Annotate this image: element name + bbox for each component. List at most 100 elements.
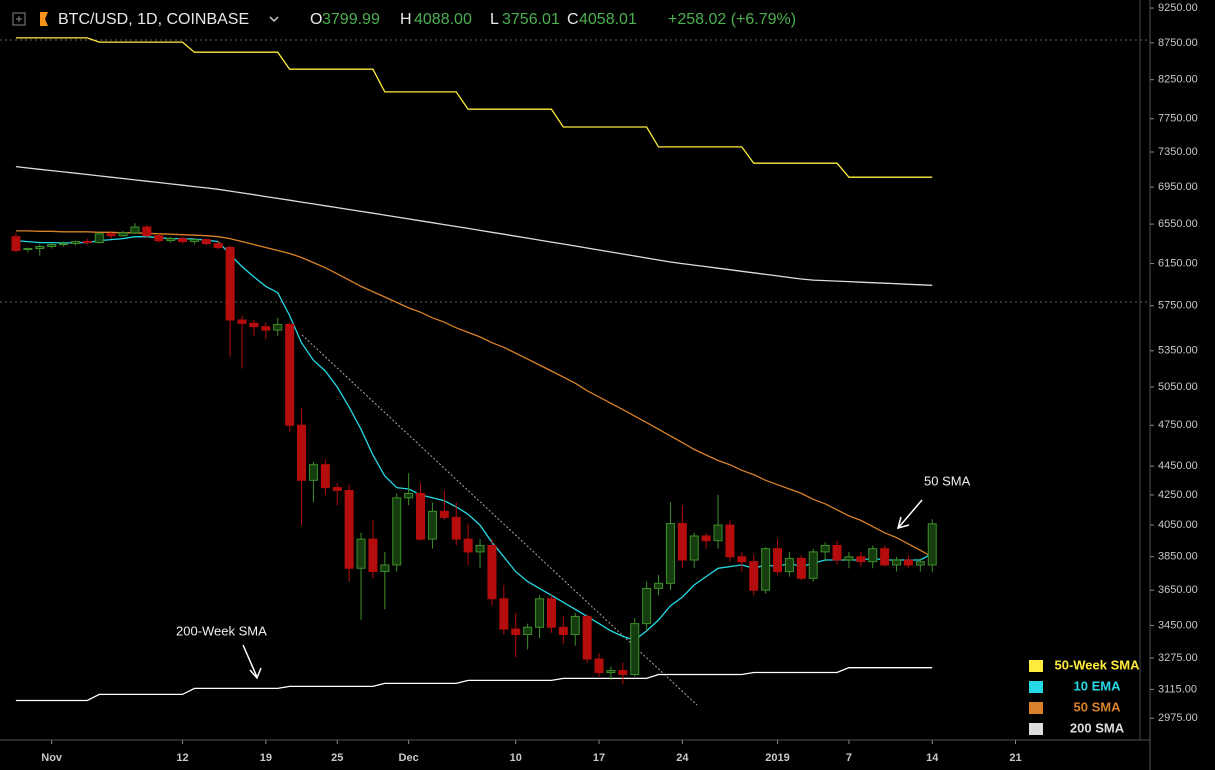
x-tick-label: Dec <box>399 752 419 764</box>
candle-body <box>439 510 449 518</box>
candle-body <box>59 243 69 246</box>
candle-body <box>106 233 116 237</box>
candle-body <box>713 524 723 542</box>
dropdown-icon[interactable] <box>269 16 279 23</box>
candle-body <box>463 538 473 553</box>
legend-swatch <box>1029 660 1043 672</box>
candle-body <box>535 598 545 628</box>
candle-body <box>475 544 485 553</box>
y-tick-label: 6550.00 <box>1158 218 1198 230</box>
candle-body <box>11 236 21 251</box>
legend-swatch <box>1029 702 1043 714</box>
y-tick-label: 7750.00 <box>1158 113 1198 125</box>
candle-body <box>570 615 580 636</box>
candle-body <box>368 538 378 573</box>
legend-swatch <box>1029 723 1043 735</box>
x-tick-label: 12 <box>176 752 188 764</box>
annotation-arrow <box>249 667 262 680</box>
indicator-line <box>15 37 933 178</box>
candle-body <box>308 464 318 481</box>
candle-body <box>737 556 747 563</box>
y-tick-label: 4050.00 <box>1158 519 1198 531</box>
flag-icon <box>40 12 48 26</box>
y-tick-label: 7350.00 <box>1158 146 1198 158</box>
candle-body <box>213 243 223 248</box>
candle-body <box>356 538 366 569</box>
indicator-line <box>15 667 933 702</box>
candle-body <box>94 233 104 244</box>
quote-label: C <box>567 11 579 28</box>
candle-body <box>832 544 842 561</box>
quote-change: +258.02 (+6.79%) <box>668 11 796 28</box>
candle-body <box>558 626 568 636</box>
candle-body <box>594 658 604 674</box>
candle-body <box>523 626 533 636</box>
quote-label: O <box>310 11 322 28</box>
candle-body <box>392 497 402 566</box>
candle-body <box>416 492 426 540</box>
candle-body <box>261 326 271 331</box>
indicator-line <box>15 165 933 286</box>
x-tick-label: Nov <box>41 752 63 764</box>
candle-body <box>761 548 771 591</box>
x-tick-label: 24 <box>676 752 689 764</box>
candle-body <box>689 535 699 561</box>
y-tick-label: 4250.00 <box>1158 489 1198 501</box>
candle-body <box>237 319 247 324</box>
x-tick-label: 7 <box>846 752 852 764</box>
candle-body <box>70 241 80 245</box>
add-icon[interactable] <box>12 12 26 26</box>
candle-body <box>892 559 902 566</box>
y-tick-label: 8750.00 <box>1158 37 1198 49</box>
legend-label: 50-Week SMA <box>1054 657 1140 672</box>
candle-body <box>297 424 307 481</box>
x-tick-label: 14 <box>926 752 939 764</box>
quote-value: 3756.01 <box>502 11 560 28</box>
candle-body <box>249 322 259 328</box>
candle-body <box>380 564 390 573</box>
quote-value: 3799.99 <box>322 11 380 28</box>
y-tick-label: 3850.00 <box>1158 551 1198 563</box>
candle-body <box>808 551 818 579</box>
symbol[interactable]: BTC/USD, 1D, COINBASE <box>58 11 249 28</box>
quote-value: 4058.01 <box>579 11 637 28</box>
candle-body <box>582 615 592 660</box>
quote-label: L <box>490 11 499 28</box>
candle-body <box>273 323 283 331</box>
candle-body <box>844 556 854 561</box>
candle-body <box>880 548 890 566</box>
candle-body <box>47 244 57 248</box>
annotation-arrow <box>898 499 923 528</box>
y-tick-label: 6950.00 <box>1158 181 1198 193</box>
candle-body <box>427 510 437 540</box>
candle-body <box>546 598 556 628</box>
candle-body <box>773 548 783 573</box>
legend-swatch <box>1029 681 1043 693</box>
candle-body <box>344 489 354 569</box>
legend-label: 50 SMA <box>1074 699 1122 714</box>
y-tick-label: 3115.00 <box>1158 683 1197 695</box>
candle-body <box>178 238 188 243</box>
y-tick-label: 5050.00 <box>1158 381 1198 393</box>
candle-body <box>285 323 295 426</box>
candle-body <box>677 523 687 561</box>
candle-body <box>654 582 664 589</box>
candle-body <box>618 670 628 675</box>
candle-body <box>201 239 211 245</box>
candle-body <box>796 557 806 579</box>
x-tick-label: 17 <box>593 752 605 764</box>
y-tick-label: 5350.00 <box>1158 345 1198 357</box>
y-tick-label: 6150.00 <box>1158 257 1198 269</box>
annotation: 50 SMA <box>924 473 971 488</box>
x-tick-label: 21 <box>1009 752 1021 764</box>
y-tick-label: 8250.00 <box>1158 74 1198 86</box>
candle-body <box>166 238 176 242</box>
annotation-arrow <box>896 516 910 530</box>
plot <box>11 37 937 702</box>
x-tick-label: 10 <box>510 752 522 764</box>
candle-body <box>915 561 925 566</box>
y-tick-label: 2975.00 <box>1158 712 1198 724</box>
y-tick-label: 9250.00 <box>1158 2 1198 14</box>
